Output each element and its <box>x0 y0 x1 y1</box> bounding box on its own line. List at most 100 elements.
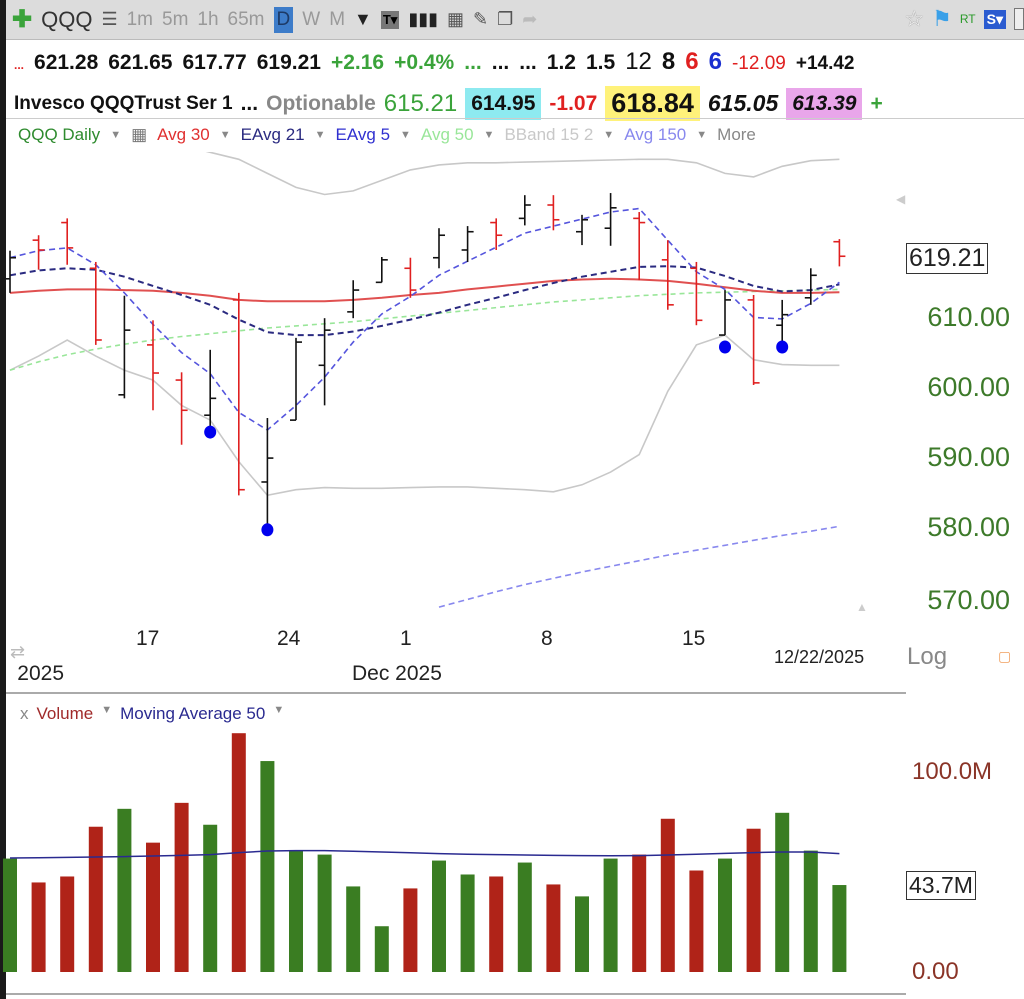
chevron-down-icon[interactable]: ▼ <box>483 129 495 141</box>
ohlc-bar <box>318 318 331 406</box>
list-icon[interactable]: ☰ <box>101 9 118 29</box>
ohlc-bar <box>204 349 217 433</box>
line-avg-50 <box>9 288 840 371</box>
legend-eavg5[interactable]: EAvg 5 <box>335 125 391 144</box>
pan-arrows-icon[interactable]: ⇄ <box>10 642 26 662</box>
legend-avg50[interactable]: Avg 50 <box>420 125 474 144</box>
chevron-down-icon[interactable]: ▼ <box>696 129 708 141</box>
price-axis-label: 600.00 <box>927 372 1010 402</box>
last-price-tag: 619.21 <box>906 243 989 274</box>
toolbar-right: ☆ ⚑ RT S▾ <box>904 6 1024 32</box>
volume-bar <box>632 854 647 972</box>
quote-value: 6 <box>708 48 722 75</box>
chevron-down-icon[interactable]: ▼ <box>603 129 615 141</box>
volume-bar <box>460 874 475 972</box>
ohlc-bar <box>147 320 159 411</box>
ohlc-bar <box>576 214 588 246</box>
interval-dropdown-icon[interactable]: ▼ <box>354 9 372 29</box>
interval-w[interactable]: W <box>302 8 321 30</box>
grid-add-icon[interactable]: ▦ <box>447 9 465 29</box>
grid-icon[interactable]: ▦ <box>131 125 148 144</box>
text-tool-icon[interactable]: T▾ <box>380 10 400 29</box>
month-label: Dec 2025 <box>352 662 442 685</box>
scan-button[interactable]: S▾ <box>983 9 1006 29</box>
scroll-left-icon[interactable]: ◀ <box>896 192 906 206</box>
line-bband-15-2-upper <box>205 152 840 196</box>
quote-low: 617.77 <box>182 51 247 74</box>
pencil-icon[interactable]: ✎ <box>473 9 489 29</box>
quote-dots: ... <box>519 51 537 74</box>
quote-high: 621.65 <box>108 51 173 74</box>
volume-bar <box>117 808 132 972</box>
bar-chart-icon[interactable]: ▮▮▮ <box>408 9 439 29</box>
bottom-divider <box>6 993 906 995</box>
log-scale-toggle[interactable]: Log <box>907 643 948 670</box>
chevron-down-icon[interactable]: ▼ <box>314 129 326 141</box>
share-arrow-icon[interactable]: ➦ <box>522 9 538 29</box>
quote-value: 613.39 <box>786 87 863 120</box>
interval-1m[interactable]: 1m <box>126 8 153 30</box>
volume-bar <box>718 858 732 972</box>
ohlc-bar <box>261 418 274 530</box>
copy-icon[interactable]: ❐ <box>497 9 514 29</box>
symbol-field[interactable]: QQQ <box>41 6 93 32</box>
interval-5m[interactable]: 5m <box>162 8 189 30</box>
quote-value: 8 <box>661 48 676 75</box>
legend-avg150[interactable]: Avg 150 <box>624 125 687 144</box>
quote-last: 619.21 <box>256 51 321 74</box>
volume-bar <box>546 884 561 972</box>
current-date: 12/22/2025 <box>774 647 865 667</box>
ohlc-bar <box>633 212 646 281</box>
add-icon[interactable]: ✚ <box>12 6 33 33</box>
chevron-down-icon[interactable]: ▼ <box>110 129 122 141</box>
legend-eavg21[interactable]: EAvg 21 <box>240 125 305 144</box>
quote-value: 12 <box>625 48 652 75</box>
more-button[interactable]: More <box>717 125 756 144</box>
interval-1h[interactable]: 1h <box>197 8 219 30</box>
lock-icon[interactable]: ▢ <box>998 648 1012 664</box>
volume-bar <box>260 761 275 972</box>
ohlc-bar <box>404 257 417 298</box>
ohlc-bar <box>89 261 102 345</box>
pane-divider[interactable] <box>6 692 906 694</box>
price-axis-label: 610.00 <box>927 302 1010 332</box>
quote-value: + <box>870 91 883 115</box>
ohlc-bar <box>61 218 74 265</box>
ohlc-bar <box>690 261 703 326</box>
interval-d[interactable]: D <box>273 6 294 33</box>
volume-bar <box>489 876 504 972</box>
divider <box>6 118 1024 119</box>
star-icon[interactable]: ☆ <box>904 6 925 31</box>
quote-change: +2.16 <box>330 51 385 74</box>
date-tick: 8 <box>541 627 553 650</box>
chevron-down-icon[interactable]: ▼ <box>273 704 285 716</box>
quote-value: 1.2 <box>546 51 576 74</box>
flag-icon[interactable]: ⚑ <box>932 6 952 31</box>
legend-avg30[interactable]: Avg 30 <box>157 125 210 144</box>
volume-bar <box>146 842 160 972</box>
legend-volume-ma[interactable]: Moving Average 50 <box>120 704 266 723</box>
chevron-down-icon[interactable]: ▼ <box>219 129 231 141</box>
ohlc-bar <box>232 292 245 496</box>
chevron-down-icon[interactable]: ▼ <box>101 704 113 716</box>
legend-volume[interactable]: Volume <box>36 704 94 723</box>
ohlc-bar <box>747 294 760 385</box>
realtime-button[interactable]: RT <box>959 12 976 26</box>
chevron-down-icon[interactable]: ▼ <box>400 129 411 141</box>
price-axis-label: 580.00 <box>927 512 1010 542</box>
legend-bband[interactable]: BBand 15 2 <box>504 125 594 144</box>
toolbar: ✚ QQQ ☰ 1m 5m 1h 65m D W M ▼ T▾ ▮▮▮ ▦ ✎ … <box>6 0 1024 40</box>
volume-axis-label: 0.00 <box>912 958 959 985</box>
ohlc-bar <box>175 372 188 445</box>
scroll-up-icon[interactable]: ▲ <box>856 600 868 614</box>
volume-legend: x Volume ▼ Moving Average 50 ▼ <box>20 704 284 724</box>
ohlc-bar <box>6 250 16 293</box>
interval-m[interactable]: M <box>329 8 346 30</box>
optionable-label: Optionable <box>266 91 376 115</box>
interval-65m[interactable]: 65m <box>227 8 265 30</box>
chart-name-menu[interactable]: QQQ Daily <box>18 125 101 144</box>
close-icon[interactable]: x <box>20 704 29 723</box>
volume-axis-label: 100.0M <box>912 758 993 785</box>
ohlc-bar <box>661 240 674 310</box>
